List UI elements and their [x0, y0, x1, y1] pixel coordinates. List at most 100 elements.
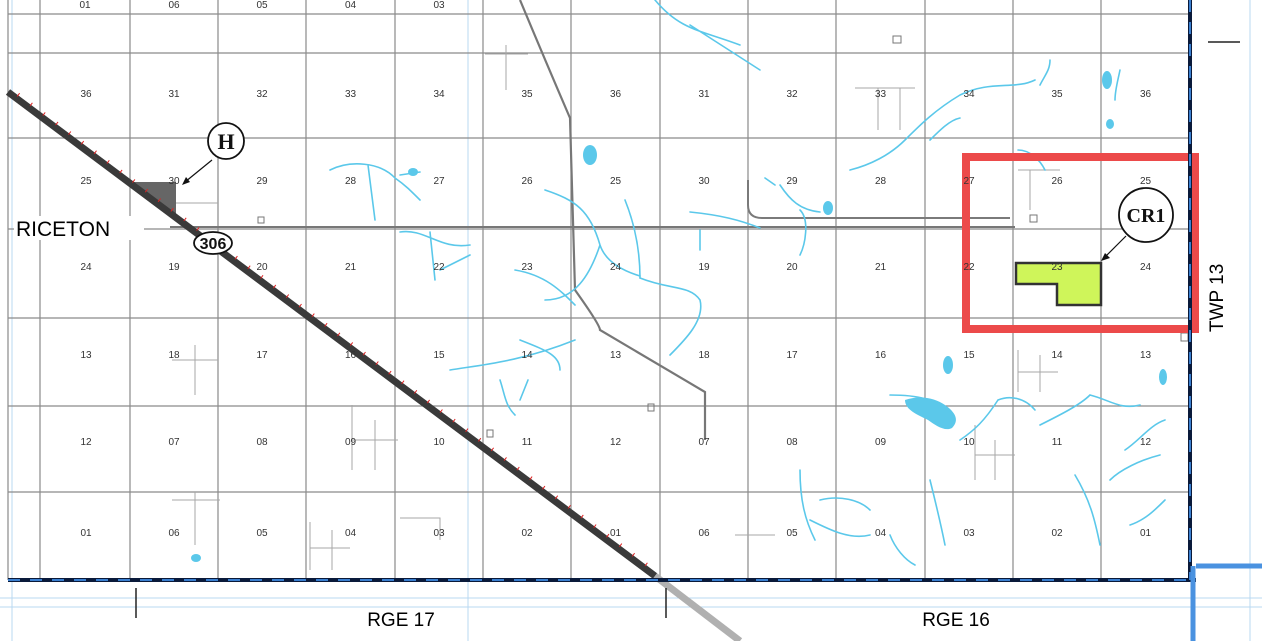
section-label: 19 — [698, 262, 710, 273]
quarter-lines — [172, 45, 1060, 570]
section-label: 19 — [168, 262, 180, 273]
section-label: 35 — [521, 89, 533, 100]
rail-tick — [452, 418, 456, 423]
section-label: 31 — [168, 89, 180, 100]
section-label-partial: 04 — [345, 0, 357, 11]
rail-tick — [29, 102, 33, 107]
highway-306-label: 306 — [200, 236, 227, 253]
rail-tick — [106, 160, 110, 164]
riceton-label-bg — [14, 216, 144, 240]
section-label: 22 — [963, 262, 975, 273]
section-grid — [7, 0, 1190, 581]
section-label: 24 — [80, 262, 92, 273]
rail-tick — [490, 447, 495, 452]
section-label: 29 — [256, 176, 268, 187]
rail-tick — [16, 92, 21, 97]
section-label: 04 — [345, 528, 357, 539]
section-label: 10 — [963, 437, 975, 448]
marker-cr1-pointer — [1103, 235, 1127, 259]
rail-tick — [80, 140, 85, 145]
section-label: 32 — [786, 89, 798, 100]
highway-306-shield[interactable]: 306 — [193, 231, 233, 255]
section-label: 11 — [1052, 437, 1063, 448]
rail-tick — [619, 543, 623, 548]
rail-tick — [554, 495, 559, 500]
rail-tick — [170, 207, 174, 212]
range-ticks — [135, 588, 667, 618]
section-label: 35 — [1051, 89, 1063, 100]
section-label: 29 — [786, 176, 798, 187]
rail-tick — [593, 524, 597, 529]
ponds — [191, 71, 1167, 562]
section-label: 01 — [1140, 528, 1152, 539]
section-label: 33 — [875, 89, 887, 100]
section-label: 06 — [698, 528, 710, 539]
section-label: 01 — [610, 528, 622, 539]
section-label: 17 — [256, 350, 268, 361]
section-label: 16 — [345, 350, 357, 361]
section-label: 31 — [698, 89, 710, 100]
section-label: 10 — [433, 437, 445, 448]
rail-tick — [311, 313, 315, 318]
section-label: 21 — [345, 262, 357, 273]
water-features — [329, 0, 1166, 566]
section-label: 05 — [256, 528, 268, 539]
section-label: 07 — [168, 437, 180, 448]
section-label: 07 — [698, 437, 710, 448]
section-label: 26 — [521, 176, 533, 187]
section-label: 25 — [610, 176, 622, 187]
section-label-partial: 01 — [79, 0, 91, 11]
rail-tick — [362, 351, 366, 356]
building-marks — [257, 35, 1189, 438]
highlight-box — [962, 153, 1199, 333]
rail-tick — [183, 217, 187, 222]
range-16-label: RGE 16 — [922, 610, 990, 631]
section-label-partial: 05 — [256, 0, 268, 11]
section-label: 04 — [875, 528, 887, 539]
section-label: 34 — [433, 89, 445, 100]
section-label: 26 — [1051, 176, 1063, 187]
railway-line — [5, 89, 658, 579]
marker-cr1-arrowhead — [1101, 253, 1110, 261]
rail-tick — [542, 485, 546, 490]
rail-tick — [196, 227, 200, 231]
section-label: 03 — [963, 528, 975, 539]
rail-tick — [298, 303, 302, 308]
section-label: 08 — [256, 437, 268, 448]
marker-h-label: H — [217, 129, 234, 154]
rail-tick — [465, 428, 469, 433]
rail-tick — [401, 380, 405, 385]
rail-tick — [234, 255, 238, 260]
section-label: 20 — [256, 262, 268, 273]
rail-tick — [503, 457, 507, 461]
rail-tick — [580, 514, 584, 519]
section-label: 23 — [1051, 262, 1063, 273]
rail-tick — [247, 265, 251, 270]
section-label: 13 — [610, 350, 622, 361]
section-label: 28 — [875, 176, 887, 187]
section-label: 27 — [963, 176, 975, 187]
section-label: 02 — [521, 528, 533, 539]
town-label: RICETON — [16, 218, 110, 241]
rail-tick — [567, 504, 571, 509]
section-label: 34 — [963, 89, 975, 100]
section-label: 09 — [345, 437, 357, 448]
section-label: 21 — [875, 262, 887, 273]
section-label: 25 — [80, 176, 92, 187]
marker-h[interactable]: H — [182, 122, 245, 185]
section-label: 33 — [345, 89, 357, 100]
section-label: 27 — [433, 176, 445, 187]
marker-cr1[interactable]: CR1 — [1101, 187, 1174, 261]
rail-tick — [68, 131, 72, 135]
railway-line-extension — [652, 573, 743, 641]
section-label: 30 — [168, 176, 180, 187]
rail-tick — [388, 370, 392, 375]
section-label: 13 — [80, 350, 92, 361]
section-label: 18 — [168, 350, 180, 361]
parcel-cr1[interactable] — [1014, 261, 1103, 307]
section-label: 18 — [698, 350, 710, 361]
section-label: 15 — [963, 350, 975, 361]
rail-tick — [144, 188, 149, 193]
